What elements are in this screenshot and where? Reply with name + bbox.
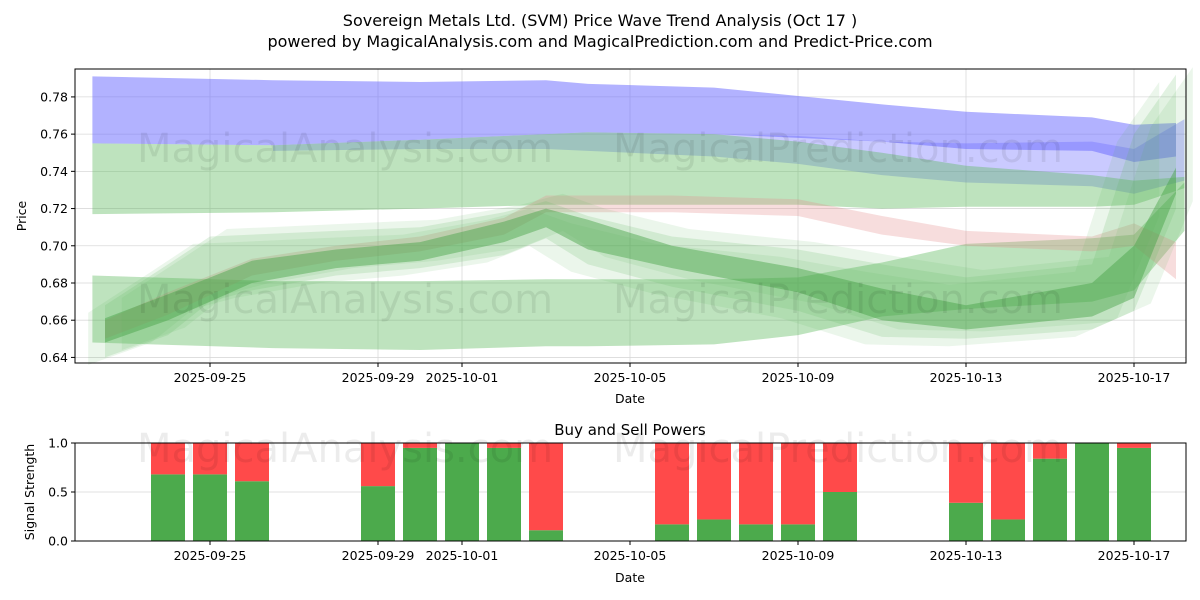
signal-x-tick-label: 2025-10-01 [426,548,499,563]
price-band-4 [105,195,1176,339]
sell-bar [151,443,185,475]
sell-bar [655,443,689,525]
price-x-axis: 2025-09-25 2025-09-29 2025-10-01 2025-10-05… [174,363,1171,385]
sell-bar [1117,443,1151,448]
price-band-6 [105,74,1176,358]
buy-bar [1033,458,1067,541]
buy-bar [697,519,731,541]
sell-bar [781,443,815,525]
sell-bar [1033,443,1067,459]
price-x-tick-label: 2025-10-17 [1098,370,1171,385]
watermark-top-left-2: MagicalAnalysis.com [137,277,553,323]
buy-bar [991,519,1025,541]
price-band-layer [88,82,1160,365]
buy-bar [529,530,563,541]
price-y-tick-label: 0.76 [40,127,68,142]
watermark-top-right-2: MagicalPrediction.com [613,277,1063,323]
buy-bar [487,447,521,541]
buy-bar [1117,447,1151,541]
price-y-tick-label: 0.74 [40,164,68,179]
sell-bar [361,443,395,487]
buy-bar [361,486,395,541]
chart-title: Sovereign Metals Ltd. (SVM) Price Wave T… [343,11,857,30]
price-x-tick-label: 2025-09-29 [342,370,415,385]
price-y-tick-label: 0.70 [40,238,68,253]
signal-x-tick-label: 2025-10-17 [1098,548,1171,563]
price-y-label: Price [14,200,29,231]
watermark-bottom-right: MagicalPrediction.com [613,426,1063,472]
signal-x-tick-label: 2025-09-25 [174,548,247,563]
buy-bar [403,447,437,541]
signal-y-label: Signal Strength [22,444,37,540]
price-band-5 [105,167,1176,343]
price-band-2 [92,132,1185,215]
price-band-0 [92,76,1176,162]
price-y-tick-label: 0.72 [40,201,68,216]
price-band-3 [92,182,1185,350]
signal-y-axis: 0.0 0.5 1.0 [48,436,75,549]
sell-bar [487,443,521,448]
price-y-tick-label: 0.64 [40,350,68,365]
watermark-top-right-1: MagicalPrediction.com [613,126,1063,172]
sell-bar [739,443,773,525]
price-wave-chart: MagicalAnalysis.com MagicalPrediction.co… [14,67,1193,406]
sell-bar [697,443,731,520]
sell-bar [949,443,983,503]
chart-subtitle: powered by MagicalAnalysis.com and Magic… [267,32,932,51]
signal-x-tick-label: 2025-10-09 [762,548,835,563]
signal-y-tick-label: 0.5 [48,485,68,500]
buy-sell-title: Buy and Sell Powers [554,421,706,439]
watermark-top-left-1: MagicalAnalysis.com [137,126,553,172]
signal-x-axis: 2025-09-25 2025-09-29 2025-10-01 2025-10-05… [174,541,1171,563]
buy-bar [655,524,689,541]
buy-bar [823,492,857,541]
price-x-tick-label: 2025-10-05 [594,370,667,385]
price-band-layer [121,67,1193,350]
signal-x-label: Date [615,570,645,585]
sell-bar [823,443,857,492]
price-y-tick-label: 0.78 [40,89,68,104]
sell-bar [529,443,563,531]
buy-bar [781,524,815,541]
buy-bar [445,443,479,541]
price-band-1 [273,119,1185,194]
buy-bar [739,524,773,541]
signal-bars [151,443,1151,541]
price-y-tick-label: 0.68 [40,275,68,290]
sell-bar [193,443,227,475]
watermark-bottom-left: MagicalAnalysis.com [137,426,553,472]
price-x-label: Date [615,391,645,406]
buy-sell-chart: Buy and Sell Powers MagicalAnalysis.com … [22,421,1187,585]
signal-x-tick-label: 2025-10-05 [594,548,667,563]
signal-x-tick-label: 2025-09-29 [342,548,415,563]
price-bands [88,67,1193,365]
buy-bar [949,502,983,541]
price-y-axis: 0.64 0.66 0.68 0.70 0.72 0.74 0.76 0.78 [40,89,75,365]
price-x-tick-label: 2025-09-25 [174,370,247,385]
price-x-tick-label: 2025-10-01 [426,370,499,385]
buy-bar [235,481,269,541]
buy-bar [193,474,227,541]
price-y-tick-label: 0.66 [40,313,68,328]
sell-bar [403,443,437,448]
signal-x-tick-label: 2025-10-13 [930,548,1003,563]
sell-bar [991,443,1025,520]
signal-y-tick-label: 0.0 [48,534,68,549]
sell-bar [235,443,269,482]
buy-bar [151,474,185,541]
price-x-tick-label: 2025-10-13 [930,370,1003,385]
price-x-tick-label: 2025-10-09 [762,370,835,385]
buy-bar [1075,443,1109,541]
signal-y-tick-label: 1.0 [48,436,68,451]
